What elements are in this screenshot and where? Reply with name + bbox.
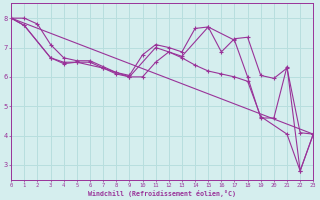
X-axis label: Windchill (Refroidissement éolien,°C): Windchill (Refroidissement éolien,°C) [88, 190, 236, 197]
